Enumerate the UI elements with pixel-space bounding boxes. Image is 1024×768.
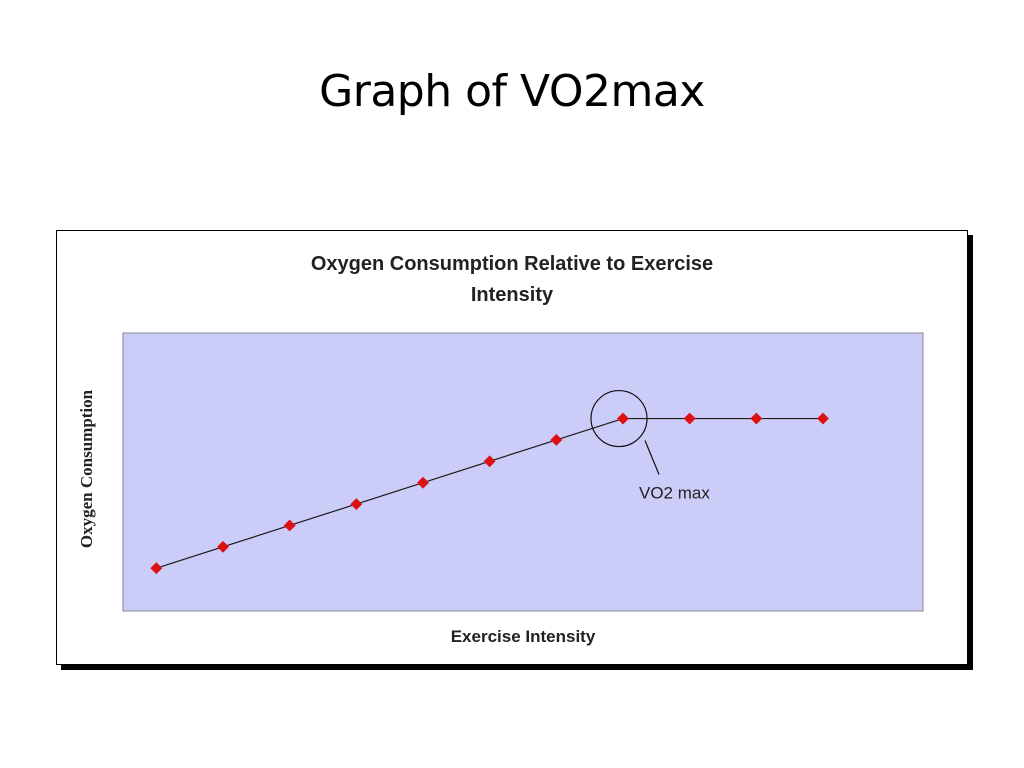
vo2max-leader-line (644, 440, 660, 475)
vo2max-label: VO2 max (639, 484, 710, 503)
chart-frame: Oxygen Consumption Relative to Exercise … (56, 230, 968, 665)
annotation-layer: VO2 max (590, 389, 710, 503)
vo2max-circle (590, 389, 648, 448)
data-point (350, 498, 363, 511)
x-axis-label: Exercise Intensity (450, 627, 596, 646)
plot-area (122, 332, 924, 612)
chart-svg: VO2 max (122, 332, 924, 612)
chart-title: Oxygen Consumption Relative to Exercise … (310, 253, 714, 306)
slide-title: Graph of VO2max (319, 66, 705, 117)
